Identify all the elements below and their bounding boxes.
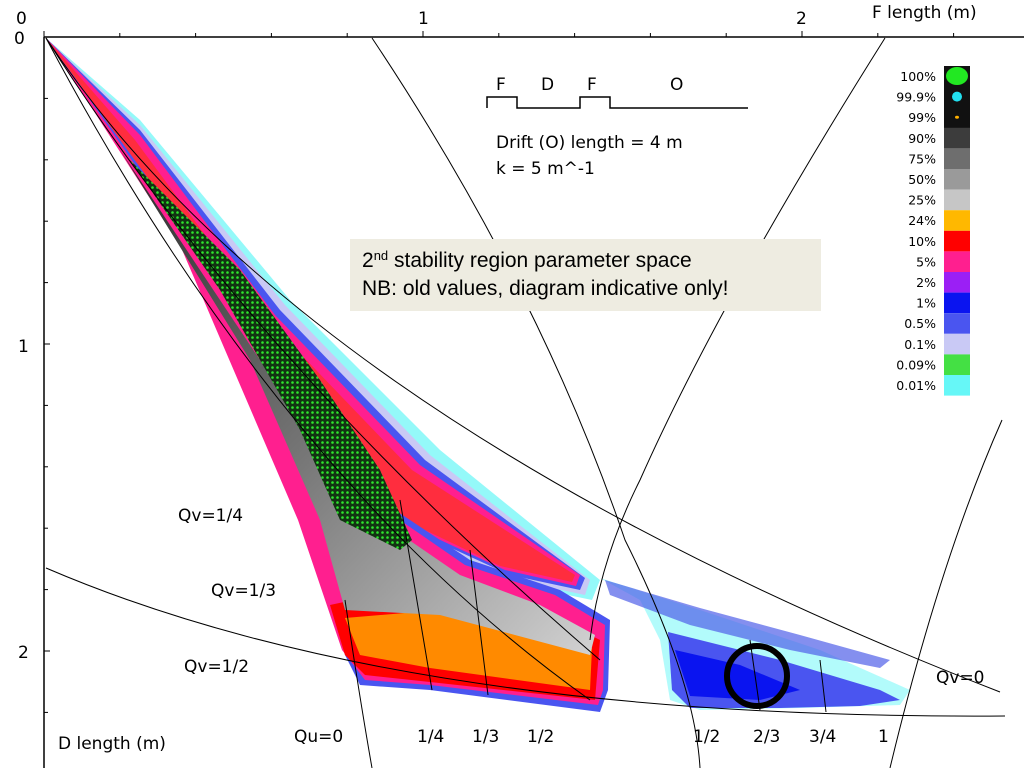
legend-label: 2%	[916, 275, 936, 290]
y-tick-label: 0	[14, 29, 25, 49]
lattice-element-label: F	[587, 75, 597, 95]
legend-label: 24%	[908, 213, 936, 228]
highlight-circle	[724, 643, 790, 709]
qv-contour	[45, 37, 601, 661]
k-value-label: k = 5 m^-1	[496, 159, 595, 179]
region-halo-blue	[46, 38, 585, 590]
qv-contour	[45, 37, 1001, 693]
qu-contour	[344, 599, 373, 768]
lattice-element-label: F	[496, 75, 506, 95]
qu-contour	[371, 37, 701, 768]
legend-label: 0.01%	[896, 378, 936, 393]
legend-swatch	[944, 210, 970, 231]
legend-swatch	[944, 148, 970, 169]
region-lower-grey	[120, 150, 595, 655]
legend-label: 25%	[908, 193, 936, 208]
legend-swatch	[944, 313, 970, 334]
contour-labels: Qv=1/4 Qv=1/3 Qv=1/2 Qv=0 Qu=0 1/4 1/3 1…	[178, 506, 985, 747]
x-tick-label: 2	[796, 9, 807, 29]
x-tick-label: 1	[418, 9, 429, 29]
legend-swatch	[944, 169, 970, 190]
legend: 100% 99.9% 99% 90% 75% 50% 25% 24% 10% 5% 2% 1% 0.5%…	[896, 66, 970, 396]
qv-label: Qv=0	[936, 668, 985, 688]
lattice-element-label: O	[670, 75, 683, 95]
qu-label: 2/3	[753, 727, 780, 747]
qu-contour	[889, 419, 1003, 768]
qu-label: 1	[878, 727, 889, 747]
annotation-title: stability region parameter space	[388, 249, 692, 272]
qu-label: 1/2	[693, 727, 720, 747]
y-axis-ticks	[44, 36, 50, 713]
qu-contour	[399, 499, 433, 691]
legend-label: 5%	[916, 254, 936, 269]
qu-label: 1/2	[527, 727, 554, 747]
contour-lines	[45, 37, 1006, 768]
annotation-line-1: 2nd stability region parameter space	[362, 247, 809, 275]
qu-label: Qu=0	[294, 727, 343, 747]
legend-swatch	[944, 127, 970, 149]
legend-swatch	[946, 67, 968, 85]
y-axis-label: D length (m)	[58, 734, 166, 754]
qv-label: Qv=1/2	[184, 657, 249, 677]
legend-label: 99.9%	[896, 90, 936, 105]
stability-regions	[46, 38, 910, 712]
annotation-line-2: NB: old values, diagram indicative only!	[362, 277, 729, 300]
legend-label: 10%	[908, 234, 936, 249]
legend-label: 90%	[908, 131, 936, 146]
legend-label: 75%	[908, 151, 936, 166]
legend-swatch	[944, 230, 970, 252]
lattice-element-label: D	[541, 75, 554, 95]
legend-swatch	[955, 115, 959, 119]
x-axis-ticks	[43, 31, 955, 37]
legend-swatch	[952, 91, 962, 102]
x-axis-label: F length (m)	[872, 3, 977, 23]
legend-swatch	[944, 375, 970, 396]
lattice-line	[486, 96, 748, 109]
legend-swatch	[944, 354, 970, 375]
region-right-band	[605, 580, 890, 668]
qu-label: 3/4	[809, 727, 836, 747]
lattice-schematic: F D F O Drift (O) length = 4 m k = 5 m^-…	[486, 75, 748, 179]
legend-label: 50%	[908, 172, 936, 187]
region-halo-0.01	[46, 38, 600, 600]
legend-swatch	[944, 189, 970, 211]
annotation-box: 2nd stability region parameter space NB:…	[350, 239, 821, 311]
legend-label: 99%	[908, 110, 936, 125]
qu-contour	[469, 549, 489, 696]
legend-label: 0.5%	[904, 316, 936, 331]
qv-contour	[45, 37, 591, 701]
axes: 0 1 2 0 1 2 F length (m) D length (m)	[14, 3, 1024, 768]
x-tick-label: 0	[16, 9, 27, 29]
legend-swatch	[944, 292, 970, 314]
qu-contour	[819, 659, 827, 713]
y-tick-label: 2	[18, 643, 29, 663]
legend-swatch	[944, 333, 970, 355]
qu-label: 1/3	[472, 727, 499, 747]
legend-label: 0.1%	[904, 337, 936, 352]
qu-contour	[589, 37, 886, 641]
qv-label: Qv=1/3	[211, 581, 276, 601]
legend-swatch	[944, 251, 970, 272]
qu-label: 1/4	[417, 727, 444, 747]
region-halo-0.1	[46, 38, 590, 595]
annotation-ordinal-suffix: nd	[373, 248, 389, 263]
drift-length-label: Drift (O) length = 4 m	[496, 133, 683, 153]
legend-label: 100%	[900, 69, 936, 84]
qu-contour	[749, 639, 761, 711]
region-core-green	[130, 160, 412, 550]
annotation-ordinal: 2	[362, 249, 374, 272]
legend-label: 0.09%	[896, 357, 936, 372]
y-tick-label: 1	[18, 337, 29, 357]
region-right-darkblue	[675, 650, 800, 700]
legend-label: 1%	[916, 296, 936, 311]
qv-contour	[45, 567, 1006, 717]
legend-swatch	[944, 272, 970, 293]
qv-label: Qv=1/4	[178, 506, 243, 526]
